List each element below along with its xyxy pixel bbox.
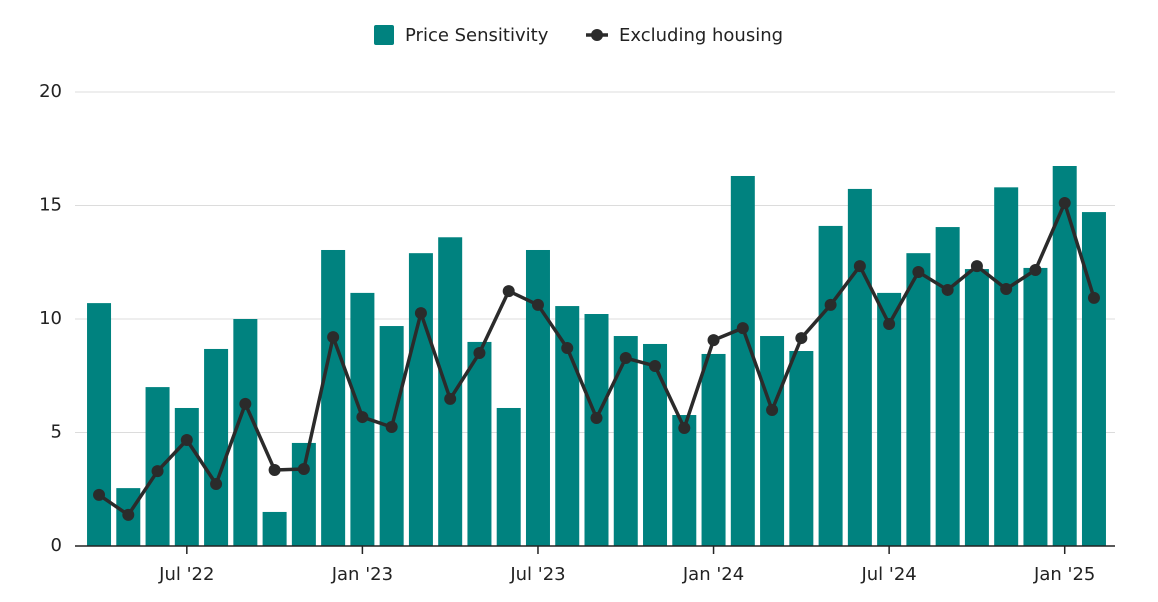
line-point	[122, 508, 135, 521]
line-point	[883, 317, 896, 330]
line-point	[795, 332, 808, 345]
line-point	[970, 260, 983, 273]
line-point	[502, 285, 515, 298]
y-tick-label: 20	[39, 81, 62, 102]
bar	[233, 319, 258, 546]
bar	[408, 253, 433, 547]
bar	[555, 306, 580, 546]
line-point	[151, 465, 164, 478]
bar	[291, 442, 316, 546]
bar	[760, 336, 785, 546]
line-point	[93, 488, 106, 501]
line-point	[327, 331, 340, 344]
x-tick-label: Jan '23	[331, 564, 393, 585]
line-point	[853, 260, 866, 273]
bar	[467, 341, 492, 546]
bar	[525, 249, 550, 546]
y-tick-label: 0	[51, 535, 62, 556]
line-point	[678, 421, 691, 434]
x-tick-label: Jul '23	[509, 564, 565, 585]
bar	[935, 227, 960, 546]
y-tick-label: 5	[51, 422, 62, 443]
bar	[847, 188, 872, 546]
bar	[964, 269, 989, 546]
bar	[789, 351, 814, 546]
line-point	[766, 404, 779, 417]
line-point	[210, 478, 223, 491]
line-point	[385, 421, 398, 434]
bar	[174, 407, 199, 546]
line-point	[473, 347, 486, 360]
line-point	[736, 322, 749, 335]
line-point	[941, 283, 954, 296]
line-point	[1029, 263, 1042, 276]
legend-label: Price Sensitivity	[405, 25, 549, 46]
line-point	[824, 298, 837, 311]
bar	[87, 303, 112, 546]
x-tick-label: Jul '22	[158, 564, 214, 585]
line-point	[707, 334, 720, 347]
bar	[643, 343, 668, 546]
y-tick-label: 10	[39, 308, 62, 329]
legend-swatch	[374, 25, 394, 45]
y-tick-label: 15	[39, 195, 62, 216]
line-point	[1000, 283, 1013, 296]
bar	[262, 511, 287, 546]
line-point	[619, 352, 632, 365]
line-point	[444, 392, 457, 405]
line-point	[1087, 291, 1100, 304]
bar	[496, 407, 521, 546]
legend-label: Excluding housing	[619, 25, 783, 46]
bar	[584, 314, 609, 546]
line-point	[297, 463, 310, 476]
bar	[906, 253, 931, 547]
line-point	[414, 307, 427, 320]
line-point	[268, 463, 281, 476]
x-tick-label: Jul '24	[860, 564, 916, 585]
line-point	[180, 433, 193, 446]
bar	[672, 415, 697, 546]
bar	[438, 237, 463, 546]
line-point	[590, 411, 603, 424]
bar	[994, 187, 1019, 546]
x-tick-label: Jan '24	[682, 564, 744, 585]
line-point	[356, 411, 369, 424]
x-tick-label: Jan '25	[1033, 564, 1095, 585]
line-point	[561, 342, 574, 355]
bar	[730, 175, 755, 547]
bar	[613, 336, 638, 546]
bar	[1081, 212, 1106, 546]
legend-marker	[591, 29, 603, 41]
line-point	[912, 266, 925, 279]
bar	[1023, 267, 1048, 546]
line-point	[1058, 197, 1071, 210]
line-point	[649, 359, 662, 372]
bar	[379, 326, 404, 546]
line-point	[531, 298, 544, 311]
bar	[701, 353, 726, 546]
line-point	[239, 397, 252, 410]
bar	[818, 225, 843, 546]
bar	[204, 348, 229, 546]
bar	[321, 249, 346, 546]
bar	[877, 292, 902, 546]
